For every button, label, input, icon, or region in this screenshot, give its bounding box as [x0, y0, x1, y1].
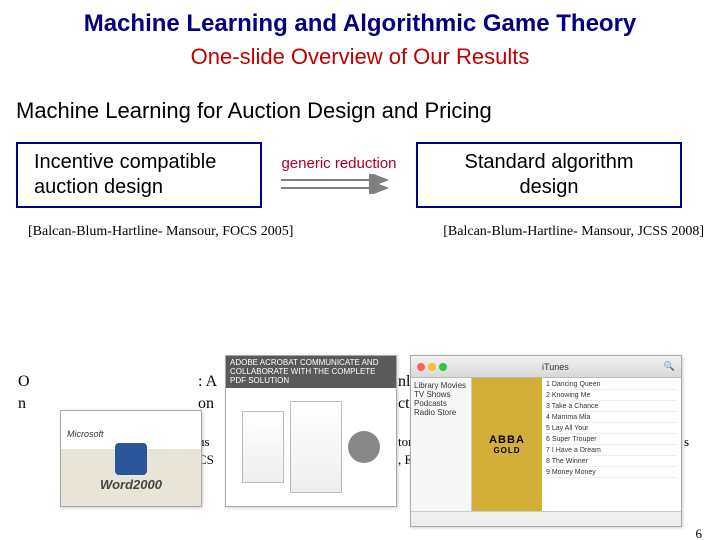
itunes-statusbar [411, 511, 681, 526]
word-name: Word2000 [100, 477, 162, 492]
itunes-window: iTunes 🔍 Library Movies TV Shows Podcast… [410, 355, 682, 527]
acrobat-headline: ADOBE ACROBAT COMMUNICATE AND COLLABORAT… [226, 356, 396, 388]
slide-subtitle: One-slide Overview of Our Results [0, 44, 720, 70]
itunes-toolbar: iTunes 🔍 [411, 356, 681, 378]
slide-title: Machine Learning and Algorithmic Game Th… [0, 10, 720, 38]
album-art: ABBA GOLD [472, 378, 542, 511]
track-list[interactable]: 1 Dancing Queen 2 Knowing Me 3 Take a Ch… [542, 378, 681, 511]
frag-1a: O [18, 372, 30, 393]
list-item[interactable]: 1 Dancing Queen [546, 380, 677, 390]
minimize-icon[interactable] [428, 363, 436, 371]
itunes-body: Library Movies TV Shows Podcasts Radio S… [411, 378, 681, 511]
frag-3c: s [684, 434, 689, 451]
list-item[interactable]: 2 Knowing Me [546, 391, 677, 401]
frag-2a: n [18, 394, 26, 415]
album-name: GOLD [489, 446, 525, 455]
itunes-title: iTunes [542, 362, 569, 372]
itunes-main: ABBA GOLD 1 Dancing Queen 2 Knowing Me 3… [472, 378, 681, 511]
arrow-icon [279, 174, 399, 194]
frag-1b: : A [198, 372, 217, 393]
list-item[interactable]: 8 The Winner [546, 457, 677, 467]
slide: Machine Learning and Algorithmic Game Th… [0, 10, 720, 540]
diagram-left-box: Incentive compatible auction design [16, 142, 262, 208]
album-artist: ABBA [489, 434, 525, 446]
arrow-label: generic reduction [281, 156, 396, 172]
disc-icon [348, 431, 380, 463]
list-item[interactable]: 9 Money Money [546, 468, 677, 478]
citation-right: [Balcan-Blum-Hartline- Mansour, JCSS 200… [443, 224, 704, 240]
zoom-icon[interactable] [439, 363, 447, 371]
word-boxart: Microsoft Word2000 [60, 410, 202, 507]
section-heading: Machine Learning for Auction Design and … [16, 98, 720, 124]
list-item[interactable]: 7 I Have a Dream [546, 446, 677, 456]
diagram-right-box: Standard algorithm design [416, 142, 682, 208]
list-item[interactable]: 5 Lay All Your [546, 424, 677, 434]
word-brand: Microsoft [61, 425, 110, 443]
acrobat-pack [242, 388, 380, 506]
reduction-diagram: Incentive compatible auction design gene… [16, 142, 704, 208]
acrobat-boxart: ADOBE ACROBAT COMMUNICATE AND COLLABORAT… [225, 355, 397, 507]
word-logo-icon [115, 443, 147, 475]
list-item[interactable]: 3 Take a Chance [546, 402, 677, 412]
acrobat-box-1 [242, 411, 284, 483]
page-number: 6 [696, 526, 703, 540]
itunes-sidebar[interactable]: Library Movies TV Shows Podcasts Radio S… [411, 378, 472, 511]
list-item[interactable]: 4 Mamma Mia [546, 413, 677, 423]
search-icon[interactable]: 🔍 [664, 361, 675, 372]
acrobat-box-2 [290, 401, 342, 493]
list-item[interactable]: 6 Super Trouper [546, 435, 677, 445]
citation-left: [Balcan-Blum-Hartline- Mansour, FOCS 200… [28, 224, 293, 240]
close-icon[interactable] [417, 363, 425, 371]
citation-row: [Balcan-Blum-Hartline- Mansour, FOCS 200… [28, 224, 704, 240]
diagram-arrow-col: generic reduction [274, 156, 404, 194]
